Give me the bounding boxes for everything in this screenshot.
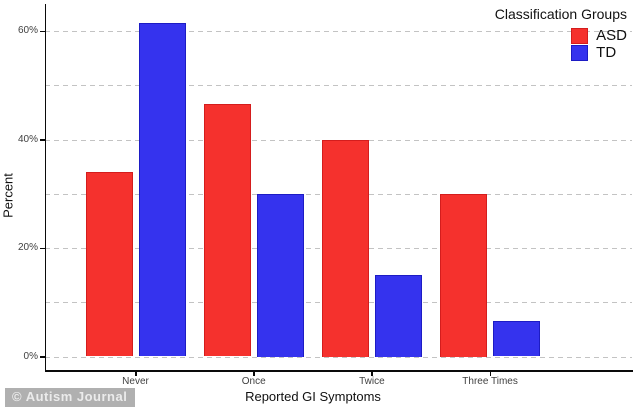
- legend-title: Classification Groups: [494, 6, 627, 22]
- x-tick-label-once: Once: [241, 376, 266, 387]
- y-tick-label-40: 40%: [17, 133, 38, 145]
- x-tick-mark-once: [253, 371, 255, 376]
- legend-label-td: TD: [596, 44, 617, 61]
- bar-asd-three-times: [440, 193, 488, 357]
- legend: Classification Groups ASD TD: [495, 6, 627, 66]
- x-axis-title: Reported GI Symptoms: [245, 389, 381, 404]
- legend-row-td: TD: [571, 44, 627, 61]
- y-tick-mark-20: [40, 247, 45, 249]
- y-axis-line: [44, 4, 46, 371]
- gridline-0pct: [45, 356, 632, 358]
- bar-td-once: [256, 193, 304, 357]
- legend-row-asd: ASD: [571, 27, 627, 44]
- y-tick-label-0: 0%: [23, 350, 38, 362]
- bar-asd-once: [203, 104, 251, 357]
- y-tick-mark-40: [40, 139, 45, 141]
- gridline-50pct: [45, 85, 632, 87]
- legend-label-asd: ASD: [596, 27, 627, 44]
- x-tick-label-twice: Twice: [359, 376, 385, 387]
- y-tick-mark-60: [40, 30, 45, 32]
- y-axis-title: Percent: [0, 173, 16, 218]
- x-tick-mark-twice: [371, 371, 373, 376]
- asd-swatch-icon: [571, 27, 589, 44]
- x-axis-line: [44, 370, 633, 372]
- x-tick-mark-never: [135, 371, 137, 376]
- bar-asd-never: [85, 172, 133, 357]
- bar-td-twice: [374, 275, 422, 357]
- x-tick-label-never: Never: [122, 376, 149, 387]
- bar-td-never: [138, 22, 186, 357]
- bar-td-three-times: [493, 321, 541, 357]
- y-tick-label-20: 20%: [17, 242, 38, 253]
- gridline-60pct: [45, 31, 632, 32]
- bar-asd-twice: [321, 139, 369, 357]
- x-tick-label-three-times: Three Times: [462, 376, 518, 387]
- watermark: © Autism Journal: [5, 388, 136, 407]
- legend-rows: ASD TD: [571, 27, 627, 61]
- y-tick-label-60: 60%: [17, 25, 38, 36]
- td-swatch-icon: [571, 44, 589, 61]
- x-tick-mark-three-times: [489, 371, 492, 376]
- y-tick-mark-0: [40, 356, 45, 358]
